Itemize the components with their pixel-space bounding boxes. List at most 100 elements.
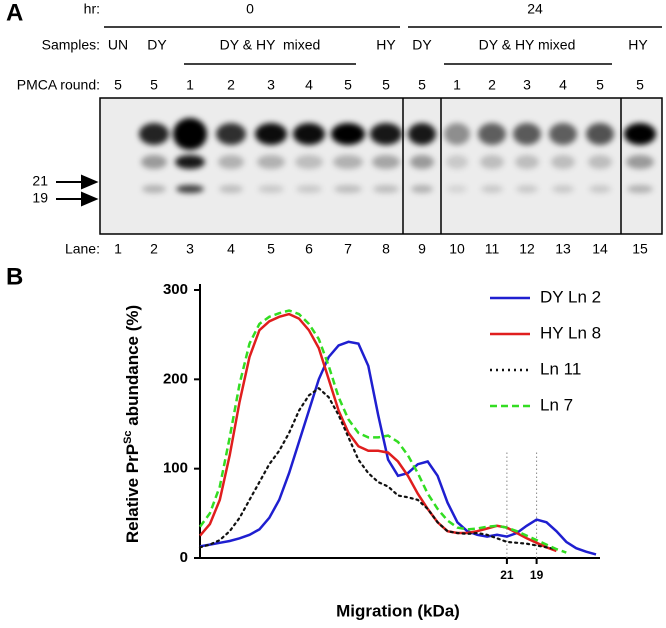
pmca-round: 5 bbox=[114, 77, 122, 93]
row-label: Lane: bbox=[65, 241, 100, 257]
lane-number: 8 bbox=[382, 241, 390, 257]
hr-group: 24 bbox=[527, 1, 543, 17]
blot-bands bbox=[139, 118, 656, 193]
pmca-round: 2 bbox=[227, 77, 235, 93]
band bbox=[296, 185, 322, 193]
pmca-round: 5 bbox=[636, 77, 644, 93]
lane-number: 6 bbox=[305, 241, 313, 257]
pmca-round: 1 bbox=[186, 77, 194, 93]
lane-number: 3 bbox=[186, 241, 194, 257]
band bbox=[513, 123, 541, 145]
y-tick-label: 300 bbox=[163, 281, 188, 298]
series-line bbox=[198, 386, 558, 551]
lane-number: 7 bbox=[344, 241, 352, 257]
band bbox=[372, 155, 400, 169]
marker-label: 19 bbox=[32, 190, 48, 206]
band bbox=[255, 123, 287, 145]
band bbox=[586, 123, 614, 145]
band bbox=[175, 155, 205, 169]
band bbox=[447, 185, 467, 193]
x-axis-label: Migration (kDa) bbox=[336, 601, 460, 620]
band bbox=[588, 155, 612, 169]
hr-group: 0 bbox=[246, 1, 254, 17]
marker-label: 21 bbox=[32, 173, 48, 189]
row-label: Samples: bbox=[42, 37, 100, 53]
pmca-round: 1 bbox=[453, 77, 461, 93]
band bbox=[218, 155, 244, 169]
band bbox=[515, 155, 539, 169]
band bbox=[333, 155, 363, 169]
band bbox=[551, 155, 575, 169]
pmca-round: 3 bbox=[523, 77, 531, 93]
pmca-round: 5 bbox=[344, 77, 352, 93]
legend-label: DY Ln 2 bbox=[540, 287, 601, 306]
pmca-round: 5 bbox=[150, 77, 158, 93]
band bbox=[258, 185, 284, 193]
band bbox=[552, 185, 574, 193]
y-label-sup: Sc bbox=[122, 430, 134, 443]
band bbox=[373, 185, 399, 193]
sample: UN bbox=[108, 37, 128, 53]
pmca-round: 2 bbox=[488, 77, 496, 93]
band bbox=[334, 185, 362, 193]
band bbox=[624, 123, 656, 145]
lane-number: 2 bbox=[150, 241, 158, 257]
band bbox=[173, 118, 207, 150]
band bbox=[141, 155, 167, 169]
x-tick-label: 19 bbox=[530, 568, 544, 582]
x-tick-label: 21 bbox=[500, 568, 514, 582]
band bbox=[481, 185, 503, 193]
sample: DY bbox=[147, 37, 167, 53]
sample: HY bbox=[376, 37, 396, 53]
y-label-part: abundance (%) bbox=[123, 305, 142, 431]
pmca-round: 5 bbox=[596, 77, 604, 93]
band bbox=[176, 185, 204, 193]
band bbox=[139, 123, 169, 145]
series-line bbox=[199, 312, 557, 553]
band bbox=[331, 123, 365, 145]
panel-label: A bbox=[6, 0, 23, 26]
sample: DY bbox=[412, 37, 432, 53]
band bbox=[626, 155, 654, 169]
lane-number: 9 bbox=[418, 241, 426, 257]
legend-label: Ln 11 bbox=[540, 359, 581, 378]
lane-number: 4 bbox=[227, 241, 235, 257]
band bbox=[293, 123, 325, 145]
band bbox=[516, 185, 538, 193]
lane-number: 5 bbox=[267, 241, 275, 257]
pmca-round: 5 bbox=[382, 77, 390, 93]
y-tick-label: 200 bbox=[163, 370, 188, 387]
pmca-round: 4 bbox=[305, 77, 313, 93]
band bbox=[446, 155, 468, 169]
band bbox=[627, 185, 653, 193]
band bbox=[478, 123, 506, 145]
band bbox=[216, 123, 246, 145]
blot-frame bbox=[99, 97, 663, 235]
pmca-round: 3 bbox=[267, 77, 275, 93]
y-tick-label: 100 bbox=[163, 460, 188, 477]
band bbox=[444, 123, 470, 145]
sample: DY & HY mixed bbox=[220, 37, 321, 53]
pmca-round: 5 bbox=[418, 77, 426, 93]
band bbox=[589, 185, 611, 193]
series-line bbox=[199, 340, 597, 556]
legend-label: Ln 7 bbox=[540, 395, 573, 414]
band bbox=[142, 185, 166, 193]
panel-label: B bbox=[6, 263, 23, 290]
band bbox=[257, 155, 285, 169]
y-axis-label: Relative PrPSc abundance (%) bbox=[122, 305, 143, 543]
lane-number: 11 bbox=[485, 241, 500, 257]
pmca-round: 4 bbox=[559, 77, 567, 93]
band bbox=[410, 155, 434, 169]
sample: DY & HY mixed bbox=[479, 37, 576, 53]
band bbox=[411, 185, 433, 193]
legend-label: HY Ln 8 bbox=[540, 323, 601, 342]
band bbox=[295, 155, 323, 169]
lane-number: 10 bbox=[449, 241, 465, 257]
series-line bbox=[198, 309, 567, 554]
lane-number: 13 bbox=[555, 241, 571, 257]
lane-number: 15 bbox=[632, 241, 648, 257]
row-label: PMCA round: bbox=[17, 77, 100, 93]
lane-number: 14 bbox=[592, 241, 608, 257]
band bbox=[480, 155, 504, 169]
